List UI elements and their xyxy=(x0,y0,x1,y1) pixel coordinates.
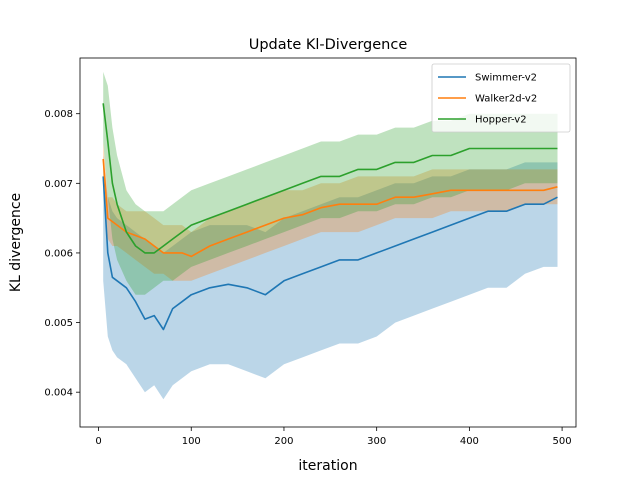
x-axis-label: iteration xyxy=(298,458,357,474)
y-tick-label: 0.006 xyxy=(44,248,73,259)
y-tick-label: 0.007 xyxy=(44,179,73,190)
legend-label: Swimmer-v2 xyxy=(475,73,537,84)
y-tick-label: 0.004 xyxy=(44,388,73,399)
x-tick-label: 500 xyxy=(553,436,572,447)
y-tick-label: 0.005 xyxy=(44,318,73,329)
band-walker2d-v2 xyxy=(103,141,558,281)
plot-frame xyxy=(79,57,577,428)
x-tick-label: 300 xyxy=(367,436,386,447)
y-axis-ticks: 0.004 0.005 0.006 0.007 0.008 xyxy=(44,109,80,399)
x-tick-label: 400 xyxy=(460,436,479,447)
y-axis-label: KL divergence xyxy=(8,193,24,292)
band-swimmer-v2 xyxy=(103,155,558,400)
x-axis-ticks: 0 100 200 300 400 500 xyxy=(95,427,572,447)
y-tick-label: 0.008 xyxy=(44,109,73,120)
legend: Swimmer-v2 Walker2d-v2 Hopper-v2 xyxy=(431,63,571,133)
line-hopper-v2 xyxy=(102,103,558,254)
chart-title: Update Kl-Divergence xyxy=(249,37,408,53)
x-tick-label: 200 xyxy=(274,436,293,447)
line-walker2d-v2 xyxy=(102,158,558,258)
legend-label: Hopper-v2 xyxy=(475,115,527,126)
line-swimmer-v2 xyxy=(102,176,558,331)
legend-box xyxy=(431,63,571,133)
x-tick-label: 100 xyxy=(182,436,201,447)
legend-label: Walker2d-v2 xyxy=(475,94,537,105)
series-lines xyxy=(102,103,558,331)
x-tick-label: 0 xyxy=(95,436,101,447)
